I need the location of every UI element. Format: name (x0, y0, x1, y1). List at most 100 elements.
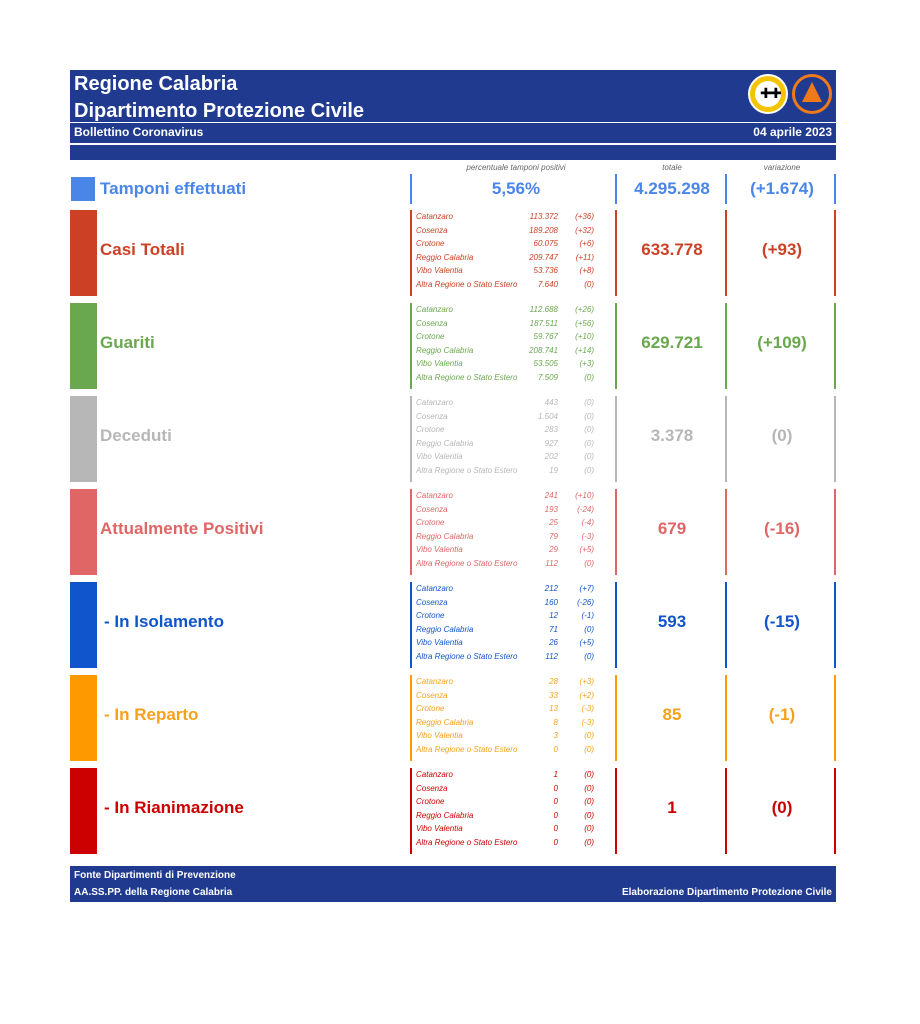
province-row: Reggio Calabria 927 (0) (416, 439, 606, 453)
province-value: 8 (553, 717, 558, 727)
province-row: Altra Regione o Stato Estero 7.509 (0) (416, 373, 606, 387)
category-block: - In Rianimazione Catanzaro 1 (0) Cosenza 0 (0… (70, 768, 836, 854)
province-name: Catanzaro (416, 584, 453, 593)
province-name: Catanzaro (416, 398, 453, 407)
province-delta: (0) (584, 770, 594, 779)
province-name: Cosenza (416, 690, 448, 700)
category-total: 3.378 (650, 426, 694, 445)
column-divider (615, 489, 617, 575)
province-delta: (-3) (581, 531, 594, 541)
province-value: 53.736 (533, 266, 558, 276)
province-delta: (0) (584, 797, 594, 807)
province-name: Vibo Valentia (416, 359, 463, 369)
province-name: Catanzaro (416, 305, 453, 314)
province-value: 0 (553, 824, 558, 834)
province-value: 12 (549, 611, 558, 621)
province-row: Vibo Valentia 202 (0) (416, 452, 606, 466)
province-row: Catanzaro 1 (0) (416, 770, 606, 784)
province-breakdown: Catanzaro 28 (+3) Cosenza 33 (+2) Crotone 13 (-3… (416, 677, 606, 759)
province-value: 19 (549, 465, 558, 475)
province-name: Altra Regione o Stato Estero (416, 837, 518, 847)
column-divider (410, 396, 412, 482)
province-delta: (0) (584, 452, 594, 462)
province-name: Altra Regione o Stato Estero (416, 465, 518, 475)
province-delta: (+36) (575, 212, 594, 221)
province-row: Vibo Valentia 3 (0) (416, 731, 606, 745)
category-total: 633.778 (641, 240, 703, 259)
category-total: 85 (662, 705, 682, 724)
province-value: 1 (553, 770, 558, 779)
province-row: Altra Regione o Stato Estero 112 (0) (416, 652, 606, 666)
category-label: Deceduti (100, 426, 172, 445)
divider (410, 174, 412, 204)
province-value: 0 (553, 837, 558, 847)
province-name: Altra Regione o Stato Estero (416, 558, 518, 568)
province-name: Cosenza (416, 225, 448, 235)
province-name: Cosenza (416, 318, 448, 328)
province-value: 71 (549, 624, 558, 634)
total-column-header: totale (662, 163, 682, 172)
province-delta: (+5) (579, 638, 594, 648)
province-name: Altra Regione o Stato Estero (416, 372, 518, 382)
province-breakdown: Catanzaro 1 (0) Cosenza 0 (0) Crotone 0 (0) Reggi… (416, 770, 606, 852)
category-variation: (-1) (768, 705, 796, 724)
column-divider (834, 396, 836, 482)
column-divider (410, 582, 412, 668)
province-value: 26 (549, 638, 558, 648)
province-value: 79 (549, 531, 558, 541)
province-value: 0 (553, 783, 558, 793)
province-delta: (-26) (577, 597, 594, 607)
province-name: Crotone (416, 611, 445, 621)
province-value: 1.504 (537, 411, 558, 421)
province-row: Catanzaro 443 (0) (416, 398, 606, 412)
column-divider (834, 675, 836, 761)
category-color-bar (70, 396, 97, 482)
province-row: Catanzaro 113.372 (+36) (416, 212, 606, 226)
province-name: Catanzaro (416, 770, 453, 779)
tamponi-row: Tamponi effettuati 5,56% 4.295.298 (+1.6… (70, 174, 836, 204)
province-breakdown: Catanzaro 113.372 (+36) Cosenza 189.208 (+32)… (416, 212, 606, 294)
province-delta: (0) (584, 465, 594, 475)
province-name: Reggio Calabria (416, 345, 474, 355)
province-name: Reggio Calabria (416, 624, 474, 634)
province-row: Altra Regione o Stato Estero 112 (0) (416, 559, 606, 573)
province-delta: (0) (584, 783, 594, 793)
province-delta: (0) (584, 651, 594, 661)
province-breakdown: Catanzaro 241 (+10) Cosenza 193 (-24) Crotone 2… (416, 491, 606, 573)
province-row: Reggio Calabria 209.747 (+11) (416, 253, 606, 267)
province-row: Crotone 12 (-1) (416, 611, 606, 625)
province-name: Reggio Calabria (416, 810, 474, 820)
province-row: Vibo Valentia 29 (+5) (416, 545, 606, 559)
region-title: Regione Calabria (74, 73, 238, 95)
province-row: Vibo Valentia 53.505 (+3) (416, 359, 606, 373)
province-name: Reggio Calabria (416, 717, 474, 727)
column-divider (410, 303, 412, 389)
pct-column-header: percentuale tamponi positivi (466, 163, 566, 172)
bulletin-date: 04 aprile 2023 (753, 125, 832, 139)
province-row: Reggio Calabria 79 (-3) (416, 532, 606, 546)
header-divider-bottom (70, 143, 836, 145)
header-divider (70, 122, 836, 123)
province-delta: (+10) (575, 491, 594, 500)
province-value: 160 (544, 597, 558, 607)
province-delta: (0) (584, 744, 594, 754)
province-value: 0 (553, 810, 558, 820)
column-divider (615, 768, 617, 854)
province-row: Catanzaro 241 (+10) (416, 491, 606, 505)
column-divider (834, 768, 836, 854)
province-value: 59.767 (533, 332, 558, 342)
province-value: 53.505 (533, 359, 558, 369)
province-delta: (-1) (581, 611, 594, 621)
province-value: 112 (545, 651, 558, 661)
province-delta: (-4) (581, 518, 594, 528)
province-name: Cosenza (416, 597, 448, 607)
province-delta: (0) (584, 810, 594, 820)
category-block: Guariti Catanzaro 112.688 (+26) Cosenza 187.5… (70, 303, 836, 389)
civil-protection-logo-icon (792, 74, 832, 114)
category-label: Casi Totali (100, 240, 185, 259)
province-row: Catanzaro 28 (+3) (416, 677, 606, 691)
category-total: 679 (657, 519, 687, 538)
province-row: Vibo Valentia 0 (0) (416, 824, 606, 838)
province-delta: (0) (584, 438, 594, 448)
province-row: Reggio Calabria 8 (-3) (416, 718, 606, 732)
